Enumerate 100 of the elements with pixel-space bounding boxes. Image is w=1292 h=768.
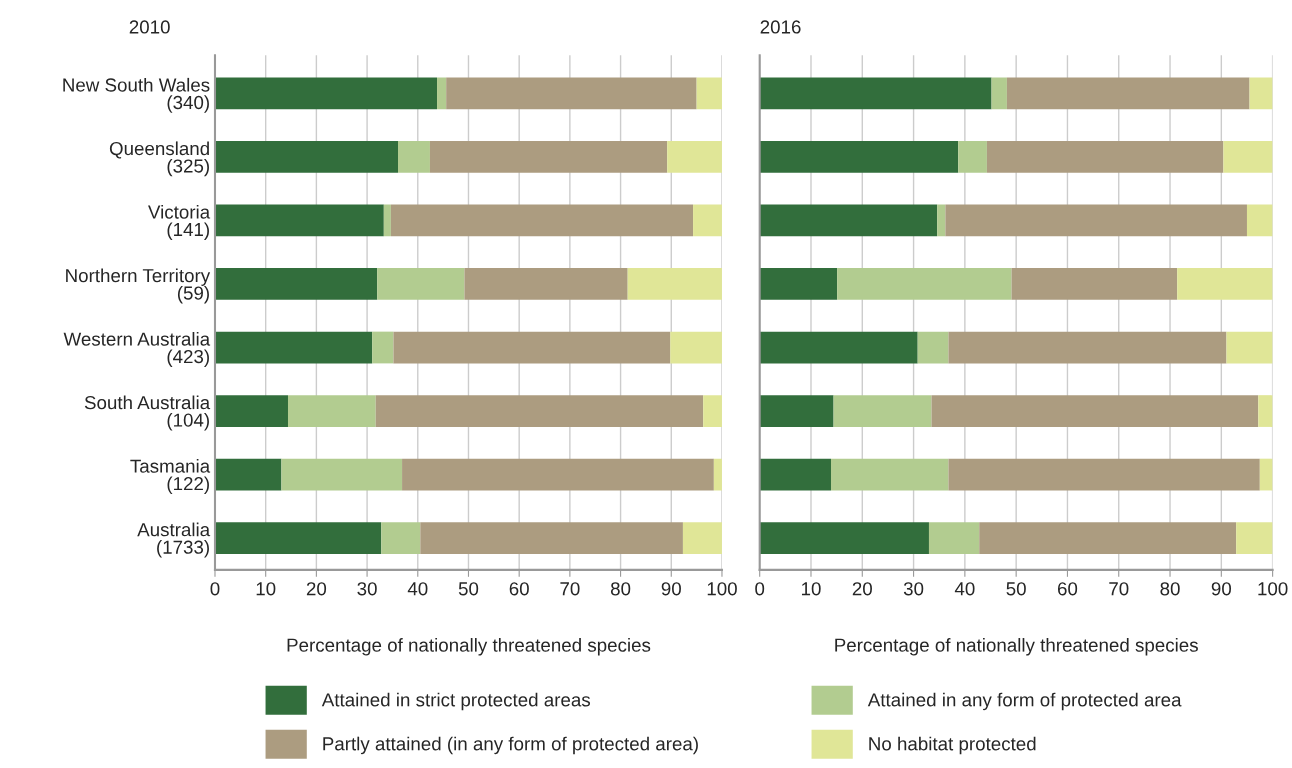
x-tick-label: 80: [1160, 582, 1180, 596]
bar: [1246, 204, 1273, 237]
bar: [627, 268, 722, 300]
bar: [682, 522, 722, 554]
bar: [759, 331, 918, 364]
bar: [1226, 331, 1273, 364]
bar: [1177, 268, 1273, 300]
bar: [917, 331, 949, 364]
bar: [1011, 268, 1178, 300]
x-tick-label: 0: [755, 582, 765, 596]
bar: [986, 141, 1224, 173]
x-tick-label: 30: [357, 582, 377, 596]
bar: [1249, 77, 1273, 110]
x-tick-label: 20: [306, 582, 327, 596]
x-tick-label: 60: [1057, 582, 1078, 596]
bar: [979, 522, 1237, 554]
bar: [928, 522, 980, 554]
bar: [1258, 395, 1273, 427]
bar: [377, 268, 465, 300]
bar: [398, 141, 430, 173]
bar: [759, 268, 838, 300]
bar: [759, 458, 831, 491]
bar: [830, 458, 949, 491]
x-tick-label: 70: [1109, 582, 1129, 596]
bar: [390, 204, 694, 237]
y-tick-label: Tasmania (122): [130, 459, 211, 494]
bar: [214, 204, 384, 237]
bar: [1006, 77, 1250, 110]
bar: [214, 331, 373, 364]
bar: [446, 77, 697, 110]
bar: [214, 141, 399, 173]
y-tick-label: South Australia (104): [84, 395, 211, 431]
x-tick-label: 70: [560, 582, 580, 596]
x-axis-title: Percentage of nationally threatened species: [287, 638, 651, 656]
x-tick-label: 90: [1211, 582, 1232, 596]
bar: [991, 77, 1007, 110]
bar: [383, 204, 391, 237]
bar: [958, 141, 987, 173]
bar: [1223, 141, 1273, 173]
x-tick-label: 50: [458, 582, 479, 596]
x-tick-label: 30: [903, 582, 924, 596]
y-tick-label: Northern Territory (59): [66, 268, 211, 304]
x-tick-label: 50: [1006, 582, 1026, 596]
bar: [948, 458, 1260, 491]
x-tick-label: 20: [852, 582, 872, 596]
bar: [948, 331, 1227, 364]
y-tick-label: Queensland (325): [109, 141, 209, 177]
bar: [759, 77, 992, 110]
bar: [381, 522, 421, 554]
bar: [393, 331, 671, 364]
chart-title: 2016: [760, 20, 801, 34]
bar: [281, 458, 403, 491]
x-tick-label: 0: [210, 582, 220, 596]
bar: [759, 141, 959, 173]
bar: [214, 395, 288, 427]
legend-label: Partly attained (in any form of protected area): [323, 736, 698, 755]
bar: [214, 77, 438, 110]
bar: [759, 522, 929, 554]
x-tick-label: 40: [407, 582, 428, 596]
bar: [372, 331, 394, 364]
x-axis-title: Percentage of nationally threatened species: [835, 638, 1198, 656]
x-tick-label: 40: [954, 582, 975, 596]
bar: [214, 268, 378, 300]
bar: [945, 204, 1247, 237]
bar: [402, 458, 714, 491]
x-tick-label: 90: [661, 582, 681, 596]
x-tick-label: 60: [509, 582, 529, 596]
bar: [1236, 522, 1273, 554]
bar: [693, 204, 722, 237]
bar: [670, 331, 722, 364]
y-tick-label: Victoria (141): [148, 204, 211, 240]
legend-label: Attained in any form of protected area: [867, 692, 1182, 711]
bar: [420, 522, 683, 554]
x-tick-label: 100: [707, 582, 737, 596]
legend-label: No habitat protected: [869, 736, 1036, 755]
y-tick-label: Western Australia (423): [63, 331, 211, 367]
bar: [759, 204, 938, 237]
x-tick-label: 80: [610, 582, 631, 596]
bar: [667, 141, 722, 173]
chart-title: 2010: [129, 20, 170, 34]
bar: [837, 268, 1012, 300]
x-tick-label: 10: [256, 582, 276, 596]
bar: [833, 395, 932, 427]
bar: [287, 395, 376, 427]
bar: [703, 395, 722, 427]
bar: [214, 458, 282, 491]
bar: [437, 77, 447, 110]
bar: [1259, 458, 1273, 491]
y-tick-label: New South Wales (340): [63, 77, 210, 113]
bar: [759, 395, 834, 427]
bar: [214, 522, 382, 554]
y-tick-label: Australia (1733): [137, 522, 211, 558]
bar: [937, 204, 946, 237]
bar: [931, 395, 1259, 427]
bar: [464, 268, 628, 300]
bar: [375, 395, 704, 427]
legend-label: Attained in strict protected areas: [321, 692, 591, 711]
bar: [429, 141, 668, 173]
bar: [696, 77, 722, 110]
x-tick-label: 10: [801, 582, 821, 596]
